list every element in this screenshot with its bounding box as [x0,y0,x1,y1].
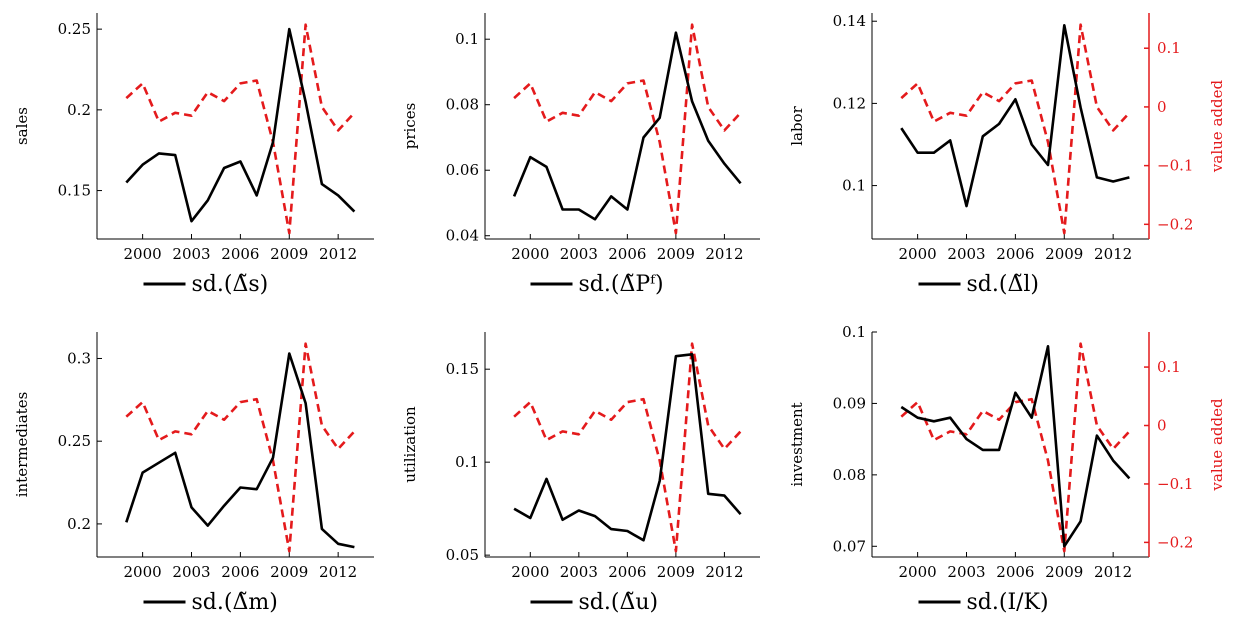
primary-series-line [512,31,742,221]
primary-series-line [513,353,742,542]
y-axis-label: prices [401,103,419,150]
y-axis-label: sales [13,107,31,145]
x-tick-label: 2003 [172,563,210,581]
x-tick-label: 2009 [1045,245,1083,263]
x-tick-label: 2009 [270,245,308,263]
y-tick-label: 0.1 [455,453,479,471]
y2-tick-label: −0.1 [1157,475,1193,493]
x-tick-label: 2012 [705,245,743,263]
y-tick-label: 0.25 [58,432,91,450]
x-tick-label: 2006 [221,245,259,263]
x-tick-label: 2006 [996,563,1034,581]
y-tick-label: 0.14 [833,12,866,30]
legend-label: sd.(Δ̃u) [579,590,659,615]
primary-series-line [125,352,355,549]
chart-panel-1: 0.15 0.2 0.25 2000 2003 2006 2009 2012 sales sd.(… [13,13,374,297]
y2-tick-label: 0 [1157,417,1167,435]
x-tick-label: 2000 [899,563,937,581]
y2-tick-label: 0.1 [1157,39,1181,57]
y2-tick-label: −0.2 [1157,533,1193,551]
y-axis-label: investment [788,402,806,486]
y2-axis-label: value added [1208,398,1226,492]
legend-label: sd.(I/K) [967,590,1049,615]
y-tick-label: 0.04 [446,227,479,245]
x-tick-label: 2012 [705,563,743,581]
y2-axis-label: value added [1208,80,1226,174]
x-tick-label: 2012 [319,245,357,263]
x-tick-label: 2012 [1094,245,1132,263]
legend-label: sd.(Δ̃l) [967,272,1039,297]
chart-panel-5: 0.05 0.1 0.15 2000 2003 2006 2009 2012 utilizati… [401,332,760,615]
legend-label: sd.(Δ̃s) [192,272,269,297]
x-tick-label: 2000 [899,245,937,263]
x-tick-label: 2006 [608,563,646,581]
y-tick-label: 0.25 [58,20,91,38]
chart-panel-4: 0.2 0.25 0.3 2000 2003 2006 2009 2012 intermedia… [13,332,374,615]
y-tick-label: 0.1 [455,30,479,48]
primary-series-line [900,345,1131,548]
y-tick-label: 0.07 [833,537,866,555]
x-tick-label: 2006 [996,245,1034,263]
y-tick-label: 0.08 [833,466,866,484]
value-added-series-line [125,342,356,553]
y-axis-label: intermediates [13,392,31,498]
y-tick-label: 0.1 [842,177,866,195]
value-added-series-line [513,23,742,235]
y-tick-label: 0.12 [833,94,866,112]
x-tick-label: 2009 [657,563,695,581]
x-tick-label: 2000 [124,563,162,581]
y-tick-label: 0.06 [446,161,479,179]
y-axis-label: utilization [401,406,419,483]
x-tick-label: 2009 [1045,563,1083,581]
x-tick-label: 2000 [124,245,162,263]
value-added-series-line [900,23,1131,235]
x-tick-label: 2012 [1094,563,1132,581]
x-tick-label: 2003 [172,245,210,263]
x-tick-label: 2003 [560,245,598,263]
y-tick-label: 0.1 [842,323,866,341]
y-tick-label: 0.08 [446,96,479,114]
y-axis-label: labor [788,105,806,145]
x-tick-label: 2006 [608,245,646,263]
y-tick-label: 0.2 [67,515,91,533]
y-tick-label: 0.2 [67,101,91,119]
y-tick-label: 0.09 [833,394,866,412]
y-tick-label: 0.15 [446,360,479,378]
x-tick-label: 2003 [947,245,985,263]
primary-series-line [125,27,356,223]
x-tick-label: 2012 [319,563,357,581]
chart-panel-3: 0.1 0.12 0.14 2000 2003 2006 2009 2012 labor 0.1 0… [788,12,1226,297]
chart-panel-6: 0.07 0.08 0.09 0.1 2000 2003 2006 2009 2012 inves… [788,323,1226,615]
value-added-series-line [513,342,742,553]
legend-label: sd.(Δ̃m) [192,590,278,615]
chart-panel-2: 0.04 0.06 0.08 0.1 2000 2003 2006 2009 2012 price… [401,13,760,297]
x-tick-label: 2006 [221,563,259,581]
x-tick-label: 2009 [657,245,695,263]
y2-tick-label: 0 [1157,98,1167,116]
x-tick-label: 2000 [511,245,549,263]
y2-tick-label: −0.2 [1157,215,1193,233]
x-tick-label: 2003 [560,563,598,581]
x-tick-label: 2009 [270,563,308,581]
y-tick-label: 0.15 [58,182,91,200]
y2-tick-label: −0.1 [1157,157,1193,175]
value-added-series-line [900,342,1131,553]
primary-series-line [900,24,1130,208]
legend-label: sd.(Δ̃Pᶠ) [579,272,664,297]
y-tick-label: 0.3 [67,349,91,367]
x-tick-label: 2000 [511,563,549,581]
y2-tick-label: 0.1 [1157,358,1181,376]
x-tick-label: 2003 [947,563,985,581]
y-tick-label: 0.05 [446,546,479,564]
value-added-series-line [125,23,356,235]
